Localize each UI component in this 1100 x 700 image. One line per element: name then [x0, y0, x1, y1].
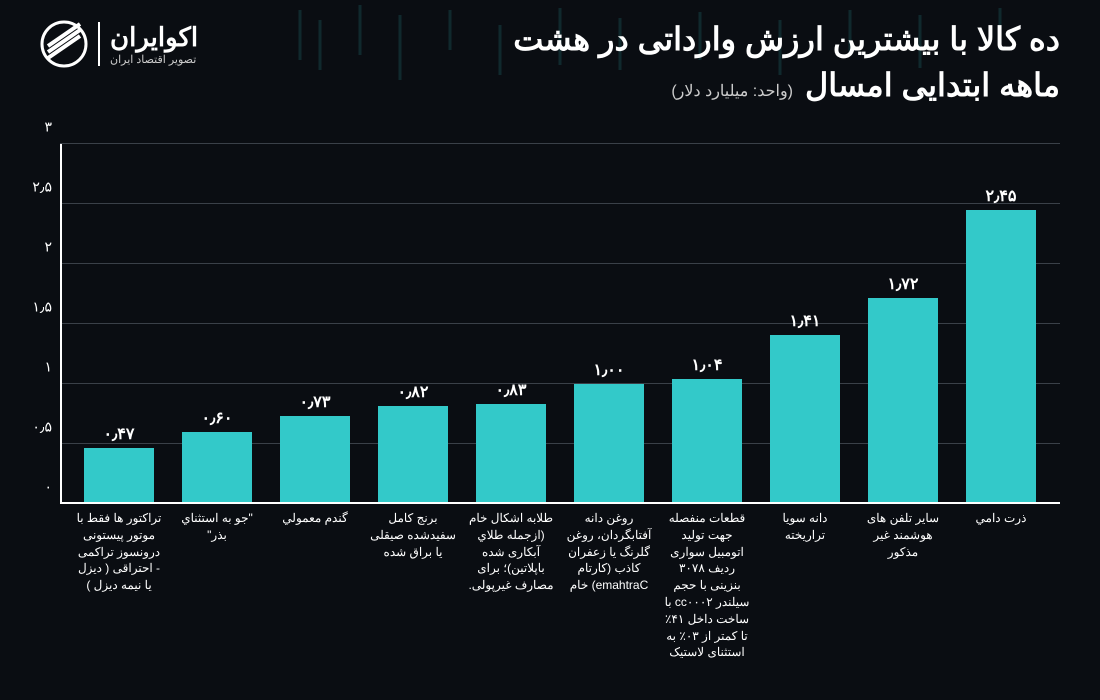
chart-title-line1: ده کالا با بیشترین ارزش وارداتی در هشت [513, 20, 1060, 58]
chart-title-line2: ماهه ابتدایی امسال [805, 66, 1060, 104]
bar-rect [868, 298, 938, 504]
bar-value-label: ۱٫۰۴ [692, 355, 723, 375]
bar-rect [84, 448, 154, 504]
bar-chart: ۰۰٫۵۱۱٫۵۲۲٫۵۳ ۲٫۴۵۱٫۷۲۱٫۴۱۱٫۰۴۱٫۰۰۰٫۸۳۰٫… [60, 144, 1060, 504]
y-tick-label: ۲ [44, 239, 52, 256]
y-tick-label: ۰٫۵ [32, 419, 52, 436]
bar-rect [182, 432, 252, 504]
bar-value-label: ۱٫۰۰ [594, 360, 625, 380]
y-tick-label: ۱٫۵ [32, 299, 52, 316]
bar-rect [378, 406, 448, 504]
y-tick-label: ۰ [44, 479, 52, 496]
chart-title-block: ده کالا با بیشترین ارزش وارداتی در هشت م… [513, 20, 1060, 104]
bar: ۰٫۶۰ [172, 408, 262, 504]
bar-category-label: دانه سویا تراریخته [760, 510, 850, 661]
logo-icon [40, 20, 88, 68]
bar: ۱٫۰۰ [564, 360, 654, 504]
bar-rect [280, 416, 350, 504]
bar-category-label: طلابه اشکال خام (ازجمله طلاي آبکاری شده … [466, 510, 556, 661]
bar: ۰٫۷۳ [270, 392, 360, 504]
bar-value-label: ۲٫۴۵ [986, 186, 1017, 206]
bar-rect [574, 384, 644, 504]
y-tick-label: ۳ [44, 119, 52, 136]
bar-category-label: برنج کامل سفیدشده صیقلی یا براق شده [368, 510, 458, 661]
bar-category-label: قطعات منفصله جهت تولید اتومبیل سواری ردی… [662, 510, 752, 661]
bar-rect [966, 210, 1036, 504]
bar-category-label: گندم معمولي [270, 510, 360, 661]
logo-tagline: تصویر اقتصاد ایران [110, 53, 198, 66]
bar: ۱٫۰۴ [662, 355, 752, 504]
bar-value-label: ۱٫۷۲ [888, 274, 919, 294]
bar-value-label: ۰٫۶۰ [202, 408, 233, 428]
bar-rect [672, 379, 742, 504]
bar: ۰٫۴۷ [74, 424, 164, 504]
bar: ۱٫۴۱ [760, 311, 850, 504]
y-tick-label: ۱ [44, 359, 52, 376]
x-axis-line [60, 502, 1060, 504]
bar-rect [476, 404, 546, 504]
logo-name: اکوایران [110, 22, 198, 53]
y-axis: ۰۰٫۵۱۱٫۵۲۲٫۵۳ [20, 144, 60, 504]
bar-value-label: ۰٫۸۲ [398, 382, 429, 402]
bar-category-label: سایر تلفن های هوشمند غیر مذکور [858, 510, 948, 661]
bar: ۱٫۷۲ [858, 274, 948, 504]
chart-subtitle: (واحد: میلیارد دلار) [671, 81, 793, 101]
bar-value-label: ۰٫۴۷ [104, 424, 135, 444]
bar: ۰٫۸۲ [368, 382, 458, 504]
y-tick-label: ۲٫۵ [32, 179, 52, 196]
bar-value-label: ۰٫۷۳ [300, 392, 331, 412]
bar-value-label: ۱٫۴۱ [790, 311, 821, 331]
bar: ۰٫۸۳ [466, 380, 556, 504]
x-labels-row: ذرت داميسایر تلفن های هوشمند غیر مذکوردا… [60, 510, 1060, 661]
bar-category-label: ذرت دامي [956, 510, 1046, 661]
bar-category-label: تراکتور ها فقط با موتور پیستونی درونسوز … [74, 510, 164, 661]
bars-container: ۲٫۴۵ ۱٫۷۲ ۱٫۴۱ ۱٫۰۴ ۱٫۰۰ ۰٫۸۳ ۰٫۸۲ ۰٫۷۳ ۰٫۶۰ ۰٫۴۷ [60, 144, 1060, 504]
brand-logo: اکوایران تصویر اقتصاد ایران [40, 20, 198, 68]
bar-value-label: ۰٫۸۳ [496, 380, 527, 400]
bar: ۲٫۴۵ [956, 186, 1046, 504]
bar-category-label: "جو به استثناي بذر" [172, 510, 262, 661]
bar-rect [770, 335, 840, 504]
bar-category-label: روغن دانه آفتابگردان، روغن گلرنگ یا زعفر… [564, 510, 654, 661]
